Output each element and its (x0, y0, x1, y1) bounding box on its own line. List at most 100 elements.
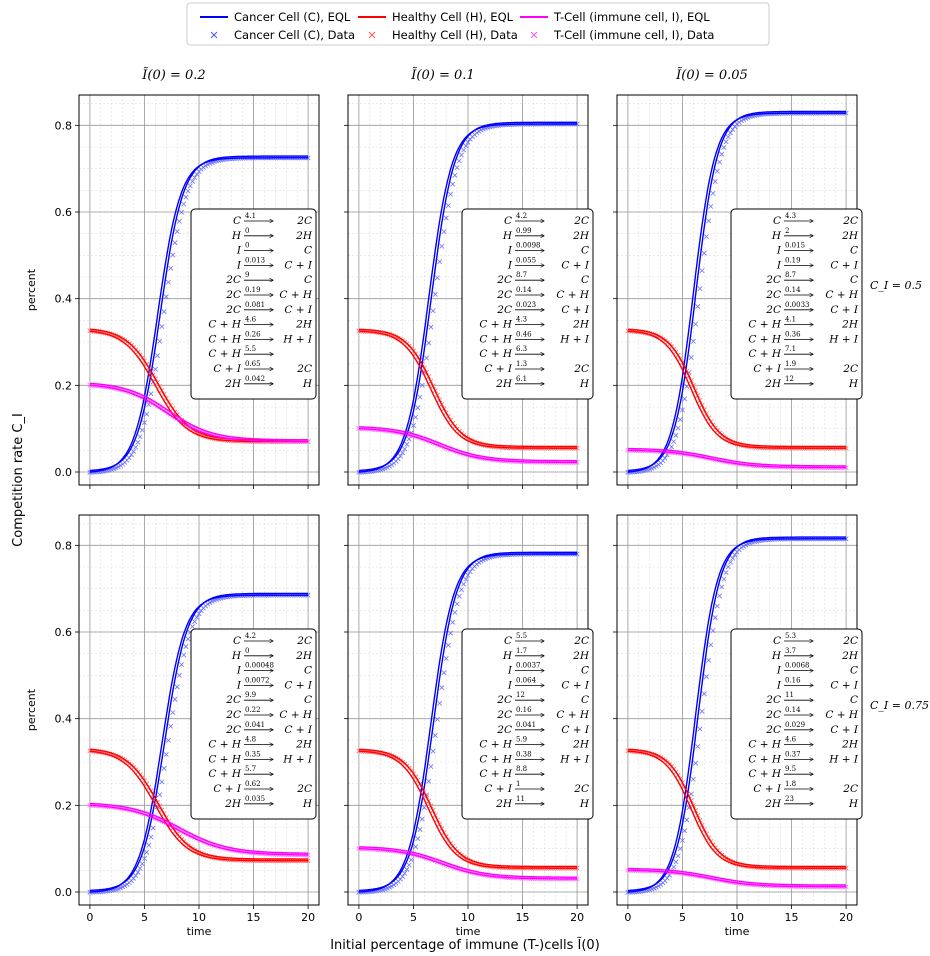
healthy-eql-line (627, 748, 847, 868)
reaction-lhs: C + H (208, 319, 242, 331)
cancer-data-point (712, 179, 718, 185)
healthy-eql-line (89, 748, 309, 860)
cancer-data-point (141, 420, 147, 426)
cancer-data-point (163, 294, 169, 300)
cancer-data-point (465, 572, 471, 578)
reaction-rate: 0.042 (245, 375, 265, 383)
legend-label: Healthy Cell (H), Data (392, 28, 518, 42)
reaction-lhs: C + H (748, 348, 782, 360)
reaction-rate: 0.19 (785, 256, 801, 264)
reaction-rate: 1 (516, 780, 520, 788)
reaction-rate: 0.055 (516, 256, 536, 264)
cancer-data-point (150, 825, 156, 831)
cancer-data-point (721, 145, 727, 150)
x-tick-label: 15 (516, 911, 530, 924)
cancer-data-point (679, 837, 685, 843)
reaction-lhs: 2C (496, 709, 512, 721)
cancer-data-point (463, 143, 469, 149)
reaction-rate: 9.9 (245, 691, 256, 699)
reaction-lhs: C + I (484, 783, 513, 795)
reaction-lhs: C + H (479, 768, 513, 780)
legend-x-marker (530, 31, 538, 39)
reaction-lhs: H (231, 230, 242, 242)
reaction-lhs: 2C (496, 304, 512, 316)
reaction-rhs: H + I (559, 753, 590, 765)
reaction-box-frame (461, 628, 594, 820)
x-axis-label: time (456, 925, 481, 938)
reaction-box-frame (461, 208, 594, 400)
reaction-rate: 1.7 (516, 647, 527, 655)
cancer-data-point (690, 338, 696, 344)
cancer-data-point (424, 355, 430, 361)
cancer-eql-line (358, 553, 578, 893)
healthy-eql-line (358, 330, 578, 449)
reaction-rate: 0.14 (785, 286, 801, 294)
cancer-data-point (712, 615, 718, 621)
cancer-data-point (165, 279, 171, 285)
cancer-data-point (679, 407, 685, 413)
cancer-data-point (128, 452, 134, 458)
reaction-lhs: C + H (208, 753, 242, 765)
cancer-data-point (421, 805, 427, 811)
reaction-rate: 1.8 (785, 780, 796, 788)
reaction-rate: 5.7 (245, 765, 256, 773)
reaction-rate: 0.0033 (785, 301, 810, 309)
reaction-rhs: C + I (830, 679, 859, 691)
cancer-data-point (426, 340, 432, 346)
reaction-lhs: 2H (224, 798, 242, 810)
reaction-rate: 11 (785, 691, 794, 699)
reaction-lhs: C + I (213, 363, 242, 375)
reaction-lhs: C + H (208, 768, 242, 780)
cancer-data-point (395, 456, 401, 462)
reaction-lhs: I (236, 679, 242, 691)
reaction-rate: 0.14 (516, 286, 532, 294)
reaction-rhs: C (304, 245, 312, 257)
reaction-rate: 0.65 (245, 360, 261, 368)
reaction-rhs: H (302, 798, 313, 810)
reaction-lhs: 2C (496, 724, 512, 736)
reaction-lhs: C (504, 215, 512, 227)
reaction-lhs: C + I (213, 783, 242, 795)
reaction-lhs: 2C (765, 709, 781, 721)
cancer-data-point (682, 396, 688, 402)
legend-label: Healthy Cell (H), EQL (392, 10, 514, 24)
reaction-rate: 0.37 (785, 750, 801, 758)
reaction-rhs: C + H (825, 709, 859, 721)
cancer-data-point (391, 882, 397, 888)
reaction-box: C 4.1 2CH 0 2HI 0 CI 0.013 C + I2C 9 C2C 0.19 C + H2… (190, 208, 317, 400)
cancer-data-point (432, 291, 438, 297)
legend-label: T-Cell (immune cell, I), EQL (553, 10, 710, 24)
legend: Cancer Cell (C), EQL Healthy Cell (H), EQ… (186, 2, 770, 46)
y-tick-label: 0.6 (55, 206, 73, 219)
cancer-data-point (714, 168, 720, 174)
cancer-data-point (126, 455, 132, 461)
reaction-rhs: 2C (573, 363, 589, 375)
reaction-rate: 0.16 (785, 676, 801, 684)
cancer-data-point (693, 760, 699, 766)
cancer-data-point (181, 201, 187, 207)
cancer-data-point (703, 234, 709, 240)
cancer-data-point (402, 870, 408, 876)
cancer-data-point (133, 444, 139, 450)
cancer-data-point (458, 587, 464, 593)
row-label-1: C_I = 0.5 (870, 279, 922, 292)
cancer-data-point (690, 776, 696, 782)
cancer-data-point (710, 628, 716, 634)
reaction-rhs: 2H (295, 230, 313, 242)
reaction-lhs: 2C (765, 694, 781, 706)
reaction-rhs: 2C (296, 215, 312, 227)
cancer-data-point (730, 126, 736, 132)
cancer-data-point (703, 674, 709, 680)
cancer-data-point (450, 619, 456, 625)
cancer-data-point (456, 158, 462, 164)
cancer-data-point (441, 670, 447, 676)
reaction-rhs: C (850, 274, 858, 286)
reaction-rate: 0.029 (785, 721, 805, 729)
cancer-data-point (185, 636, 191, 642)
cancer-data-point (454, 165, 460, 171)
reaction-rhs: H (848, 378, 859, 390)
reaction-rate: 23 (785, 795, 794, 803)
reaction-rate: 7.1 (785, 345, 796, 353)
reaction-lhs: I (507, 665, 513, 677)
